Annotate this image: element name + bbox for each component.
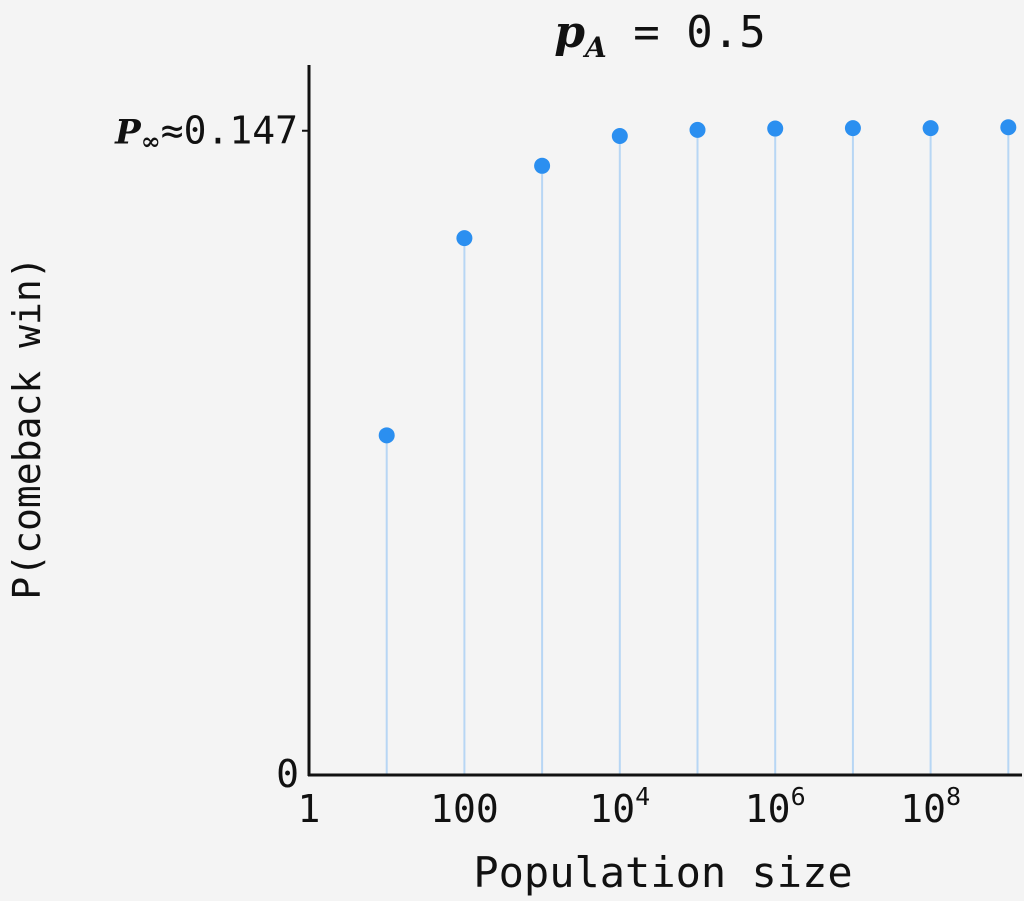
data-point <box>534 157 551 174</box>
x-tick-label: 106 <box>745 782 806 831</box>
y-tick-label: 0 <box>276 752 299 796</box>
x-tick-base: 10 <box>900 787 946 831</box>
title-value: = 0.5 <box>607 7 766 58</box>
x-tick-base: 1 <box>298 787 321 831</box>
data-point <box>767 120 784 137</box>
x-tick-exponent: 4 <box>635 782 650 811</box>
data-point <box>922 120 939 137</box>
data-point <box>1000 119 1017 136</box>
data-point <box>378 427 395 444</box>
data-point <box>611 128 628 144</box>
x-tick-label: 108 <box>900 782 961 831</box>
data-point <box>844 120 861 137</box>
x-tick-label: 104 <box>589 782 650 831</box>
x-tick-exponent: 8 <box>946 782 961 811</box>
data-point <box>689 121 706 138</box>
x-tick-base: 10 <box>589 787 635 831</box>
y-axis-label: P(comeback win) <box>5 256 49 599</box>
y-tick-labels: 0 <box>276 752 299 796</box>
stems-layer <box>385 127 1010 775</box>
title-subscript: A <box>582 31 607 64</box>
chart-title: pA = 0.5 <box>554 7 765 64</box>
x-axis-label: Population size <box>473 848 852 897</box>
points-layer <box>378 119 1017 444</box>
asymptote-symbol: P <box>114 113 142 153</box>
asymptote-label: P∞≈0.147 <box>114 109 298 156</box>
x-tick-label: 100 <box>430 787 499 831</box>
x-tick-labels: 1 100 104 106 108 <box>298 782 961 831</box>
asymptote-value: ≈0.147 <box>161 109 298 153</box>
x-tick-base: 10 <box>745 787 791 831</box>
data-point <box>456 230 473 247</box>
x-tick-base: 100 <box>430 787 499 831</box>
x-tick-label: 1 <box>298 787 321 831</box>
title-symbol: p <box>554 7 585 58</box>
asymptote-subscript: ∞ <box>141 127 161 156</box>
x-tick-exponent: 6 <box>791 782 806 811</box>
